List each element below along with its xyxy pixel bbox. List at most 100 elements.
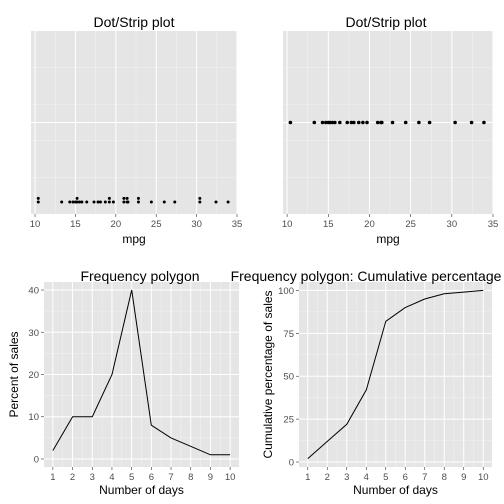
x-tick-label: 4 [109, 472, 114, 483]
data-point [136, 196, 140, 200]
data-point [96, 200, 100, 204]
x-tick-label: 30 [447, 219, 458, 230]
x-tick-label: 30 [191, 219, 202, 230]
data-point [60, 200, 64, 204]
data-point [380, 120, 384, 125]
data-point [403, 120, 408, 125]
x-axis-label: mpg [122, 232, 145, 246]
x-tick-label: 8 [442, 472, 447, 483]
x-tick-label: 3 [90, 472, 95, 483]
data-point [68, 200, 72, 204]
x-tick-label: 5 [129, 472, 134, 483]
x-tick-label: 5 [383, 472, 388, 483]
data-point [390, 120, 395, 125]
data-point [125, 196, 129, 200]
chart-title: Frequency polygon [80, 268, 199, 284]
x-tick-label: 3 [344, 472, 349, 483]
data-point [80, 200, 84, 204]
data-point [126, 200, 130, 204]
data-point [320, 120, 325, 125]
data-point [453, 120, 457, 125]
chart-title: Dot/Strip plot [94, 14, 175, 30]
data-point [92, 200, 96, 204]
x-tick-label: 15 [70, 219, 81, 230]
y-tick-label: 75 [283, 329, 294, 340]
chart-panel-2: 10 15 20 25 30 35 Dot/Strip plot mpg [282, 14, 498, 246]
data-point [288, 120, 293, 125]
data-point [338, 120, 342, 125]
y-tick-label: 0 [34, 454, 39, 465]
x-tick-label: 9 [461, 472, 466, 483]
x-axis-label: Number of days [99, 483, 184, 497]
data-point [103, 200, 107, 204]
x-tick-label: 20 [364, 219, 375, 230]
x-tick-label: 8 [188, 472, 193, 483]
x-tick-label: 10 [478, 472, 489, 483]
data-point [198, 196, 202, 200]
x-tick-label: 35 [488, 219, 499, 230]
data-point [36, 200, 40, 204]
x-tick-label: 35 [232, 219, 243, 230]
y-tick-label: 100 [278, 286, 294, 297]
x-tick-label: 10 [282, 219, 293, 230]
data-point [365, 120, 369, 125]
data-point [198, 200, 202, 204]
data-point [107, 196, 111, 200]
x-tick-label: 10 [30, 219, 41, 230]
data-point [36, 196, 40, 200]
data-point [136, 200, 140, 204]
data-point [75, 196, 79, 200]
data-point [98, 200, 102, 204]
x-tick-label: 20 [111, 219, 122, 230]
x-tick-label: 4 [364, 472, 369, 483]
x-tick-label: 15 [323, 219, 334, 230]
x-tick-label: 2 [325, 472, 330, 483]
y-tick-label: 30 [28, 328, 39, 339]
data-point [345, 120, 350, 125]
data-point [122, 200, 126, 204]
chart-panel-3: 1 2 3 4 5 6 7 8 9 10 0 10 20 30 40 Frequency polygon Num… [7, 268, 239, 497]
x-tick-label: 1 [305, 472, 310, 483]
data-point [333, 120, 337, 125]
data-point [482, 120, 486, 125]
y-axis-label: Cumulative percentage of sales [261, 290, 275, 458]
data-point [361, 120, 365, 125]
y-tick-label: 50 [283, 372, 294, 383]
data-point [173, 200, 177, 204]
chart-panel-1: 10 15 20 25 30 35 Dot/Strip plot mpg [30, 14, 243, 246]
data-point [349, 120, 354, 125]
data-point [111, 200, 115, 204]
data-point [85, 200, 89, 204]
x-tick-label: 6 [149, 472, 154, 483]
data-point [77, 200, 81, 204]
x-tick-label: 25 [405, 219, 416, 230]
data-point [469, 120, 474, 125]
x-tick-label: 2 [70, 472, 75, 483]
series-line [52, 289, 231, 456]
x-tick-label: 7 [422, 472, 427, 483]
data-point [352, 120, 356, 125]
x-axis-label: Number of days [353, 483, 438, 497]
data-point [330, 120, 335, 125]
x-axis-label: mpg [376, 232, 399, 246]
x-tick-label: 9 [208, 472, 213, 483]
data-point [312, 120, 317, 125]
y-tick-label: 10 [28, 412, 39, 423]
data-point [324, 120, 328, 125]
data-point [356, 120, 361, 125]
data-point [375, 120, 380, 125]
chart-title: Frequency polygon: Cumulative percentage [231, 268, 502, 284]
x-tick-label: 7 [168, 472, 173, 483]
y-axis-label: Percent of sales [7, 331, 21, 417]
x-tick-label: 6 [403, 472, 408, 483]
y-tick-label: 0 [289, 458, 294, 469]
y-tick-label: 20 [28, 370, 39, 381]
y-tick-label: 40 [28, 286, 39, 297]
data-point [75, 200, 79, 204]
data-point [226, 200, 230, 204]
x-tick-label: 10 [225, 472, 236, 483]
data-point [427, 120, 432, 125]
chart-title: Dot/Strip plot [346, 14, 427, 30]
